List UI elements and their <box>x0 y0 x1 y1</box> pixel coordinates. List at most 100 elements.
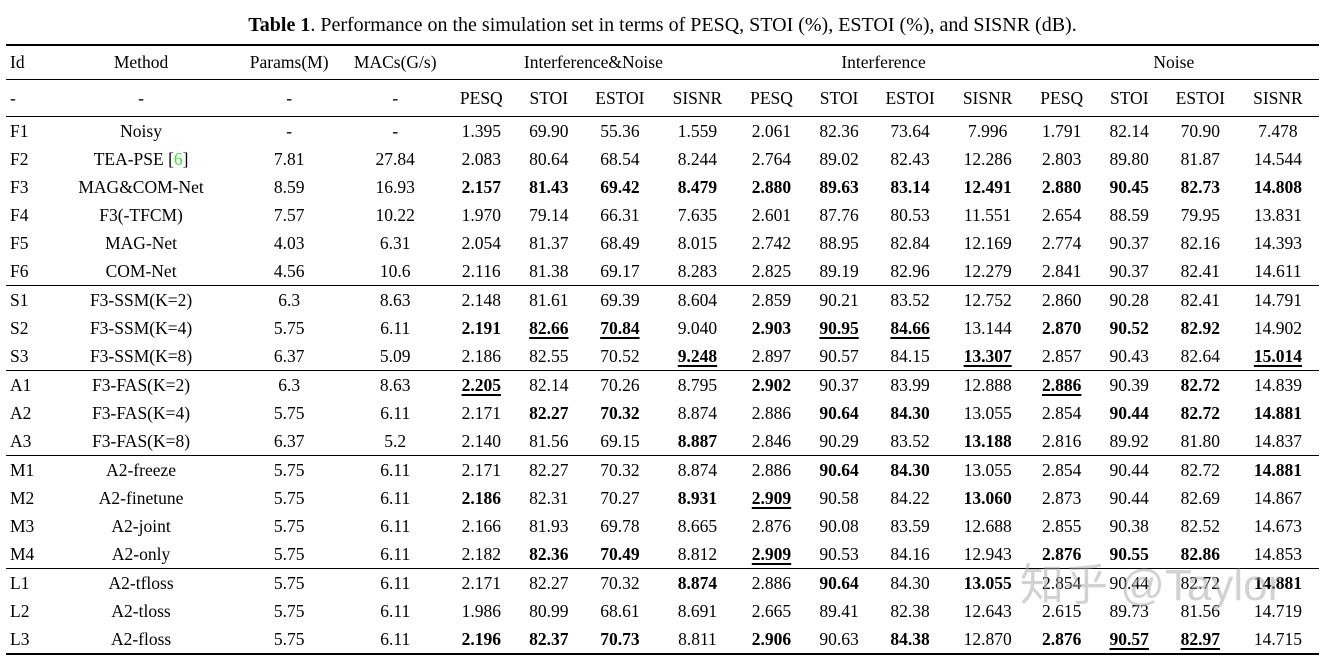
cell-value: 2.860 <box>1042 289 1082 310</box>
cell-value: 69.17 <box>600 260 640 281</box>
cell-value: 70.27 <box>600 487 640 508</box>
group-header-interference-noise: Interference&Noise <box>523 52 663 72</box>
cell-method: F3-FAS(K=2) <box>92 374 191 395</box>
cell-method: A2-joint <box>111 515 171 536</box>
cell-value: 2.171 <box>461 402 501 423</box>
cell-value: 68.54 <box>600 148 640 169</box>
cell-value: 12.279 <box>963 260 1012 281</box>
cell-value: 8.931 <box>677 487 718 508</box>
cell-params: 6.37 <box>273 430 305 451</box>
cell-value: 79.14 <box>529 204 569 225</box>
cell-value: 82.14 <box>1109 120 1149 141</box>
cell-value: 81.38 <box>529 260 569 281</box>
cell-value: 14.839 <box>1253 374 1302 395</box>
cell-value: 8.479 <box>677 176 718 197</box>
col-header-pesq: PESQ <box>1040 87 1084 108</box>
cell-method: F3-SSM(K=4) <box>89 317 193 338</box>
cell-value: 1.395 <box>461 120 501 141</box>
cell-value: 2.886 <box>1042 374 1082 395</box>
table-head: Id Method Params(M) MACs(G/s) Interferen… <box>6 45 1319 117</box>
col-header-estoi: ESTOI <box>1175 87 1225 108</box>
cell-macs: 6.11 <box>380 402 411 423</box>
cell-value: 81.43 <box>529 176 569 197</box>
caption-label: Table 1 <box>248 14 311 36</box>
col-header-macs: MACs(G/s) <box>353 52 437 72</box>
cell-value: 82.43 <box>890 148 930 169</box>
cell-value: 2.854 <box>1042 402 1082 423</box>
table-row: L2 A2-tloss 5.75 6.11 1.986 80.99 68.61 8.691 2.… <box>6 597 1319 625</box>
cell-value: 82.72 <box>1180 402 1220 423</box>
cell-params: 4.56 <box>273 260 305 281</box>
cell-value: 90.08 <box>819 515 859 536</box>
cell-value: 82.97 <box>1180 628 1220 649</box>
cell-value: 2.841 <box>1042 260 1082 281</box>
cell-value: 70.49 <box>600 543 640 564</box>
cell-value: 13.307 <box>963 345 1012 366</box>
cell-params: 7.81 <box>273 148 305 169</box>
cell-method: A2-only <box>111 543 171 564</box>
cell-value: 13.188 <box>963 430 1012 451</box>
cell-value: 90.39 <box>1109 374 1149 395</box>
cell-value: 13.055 <box>963 459 1012 480</box>
cell-value: 14.673 <box>1253 515 1302 536</box>
cell-value: 14.853 <box>1253 543 1302 564</box>
cell-params: 5.75 <box>273 487 305 508</box>
cell-params: 5.75 <box>273 543 305 564</box>
group-header-interference: Interference <box>841 52 926 72</box>
cell-value: 83.52 <box>890 289 930 310</box>
cell-value: 13.831 <box>1253 204 1302 225</box>
cell-value: 14.867 <box>1253 487 1302 508</box>
cell-value: 2.857 <box>1042 345 1082 366</box>
table-row: F1 Noisy - - 1.395 69.90 55.36 1.559 2.061 82.36 7… <box>6 117 1319 146</box>
cell-value: 82.41 <box>1180 289 1220 310</box>
citation-link: 6 <box>173 148 183 169</box>
cell-value: 82.27 <box>529 572 569 593</box>
col-header-pesq: PESQ <box>750 87 793 108</box>
table-caption: Table 1. Performance on the simulation s… <box>0 0 1325 42</box>
cell-value: 81.80 <box>1180 430 1220 451</box>
cell-value: 2.855 <box>1042 515 1082 536</box>
cell-value: 2.897 <box>751 345 792 366</box>
cell-value: 82.66 <box>529 317 569 338</box>
cell-value: 2.615 <box>1042 600 1082 621</box>
cell-value: 89.19 <box>819 260 859 281</box>
subheader-dash: - <box>10 87 16 108</box>
cell-value: 70.84 <box>600 317 640 338</box>
cell-value: 2.205 <box>461 374 501 395</box>
cell-value: 82.92 <box>1180 317 1220 338</box>
cell-value: 80.64 <box>529 148 569 169</box>
cell-method: F3-FAS(K=8) <box>92 430 191 451</box>
cell-value: 89.41 <box>819 600 859 621</box>
cell-value: 2.774 <box>1042 232 1082 253</box>
cell-value: 2.764 <box>751 148 792 169</box>
cell-value: 9.040 <box>677 317 718 338</box>
cell-value: 90.53 <box>819 543 859 564</box>
cell-value: 8.015 <box>677 232 718 253</box>
cell-value: 2.909 <box>751 487 792 508</box>
cell-id: S2 <box>10 317 29 338</box>
cell-value: 14.719 <box>1253 600 1302 621</box>
cell-macs: 6.11 <box>380 628 411 649</box>
cell-value: 82.36 <box>529 543 569 564</box>
cell-value: 82.14 <box>529 374 569 395</box>
cell-id: M3 <box>10 515 35 536</box>
cell-value: 82.72 <box>1180 572 1220 593</box>
cell-value: 8.887 <box>677 430 718 451</box>
cell-value: 7.478 <box>1258 120 1298 141</box>
cell-value: 84.16 <box>890 543 930 564</box>
cell-value: 14.902 <box>1253 317 1302 338</box>
cell-macs: 6.11 <box>380 317 411 338</box>
cell-value: 8.874 <box>677 459 718 480</box>
cell-value: 2.876 <box>1042 543 1082 564</box>
cell-method: MAG&COM-Net <box>78 176 204 197</box>
cell-value: 1.986 <box>461 600 501 621</box>
cell-value: 82.96 <box>890 260 930 281</box>
col-header-params: Params(M) <box>249 52 329 72</box>
cell-value: 80.99 <box>529 600 569 621</box>
cell-method: F3-SSM(K=8) <box>89 345 193 366</box>
cell-params: 5.75 <box>273 600 305 621</box>
cell-value: 2.880 <box>1042 176 1082 197</box>
cell-value: 90.52 <box>1109 317 1149 338</box>
cell-value: 84.38 <box>890 628 930 649</box>
cell-value: 2.665 <box>751 600 792 621</box>
